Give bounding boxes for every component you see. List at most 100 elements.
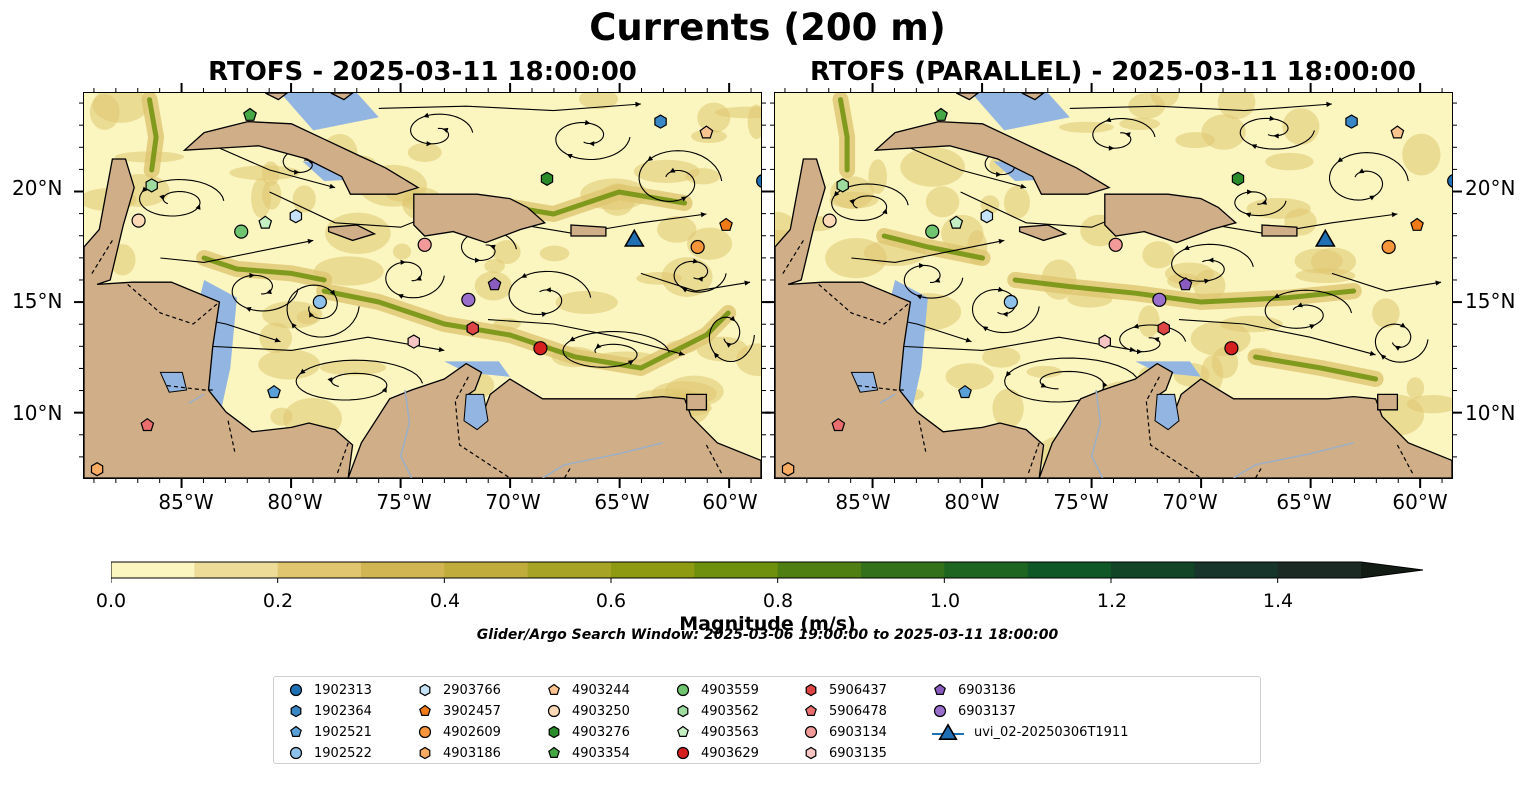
rtofs-parallel-map: [775, 93, 1452, 478]
river: [1090, 389, 1104, 478]
pentagon-marker-icon: [805, 704, 817, 716]
land-mass: [84, 158, 354, 478]
float-marker-1902364: [1345, 114, 1358, 129]
float-marker-5906478: [140, 417, 155, 432]
current-magnitude-patch: [656, 216, 697, 243]
streamline-arrow: [569, 336, 576, 342]
legend-label: 4903186: [443, 745, 501, 761]
streamline: [851, 239, 1005, 263]
lake: [463, 393, 489, 431]
colorbar-tick-4: 0.8: [762, 590, 794, 612]
streamline: [555, 122, 631, 161]
colorbar-segment: [361, 562, 445, 578]
legend-marker: [419, 704, 431, 716]
legend-marker: [290, 725, 302, 737]
float-marker-6903134: [417, 237, 432, 252]
legend-marker: [677, 725, 689, 737]
legend-item-4903629: 4903629: [675, 744, 759, 762]
legend-item-4903250: 4903250: [546, 702, 630, 720]
legend-marker: [290, 704, 302, 718]
streamline-arrow: [1400, 322, 1406, 328]
rtofs-map-panel: [83, 92, 762, 479]
legend-item-uvi_02-20250306T1911: uvi_02-20250306T1911: [932, 723, 1128, 741]
float-marker-2903766: [289, 209, 303, 224]
legend-item-6903136: 6903136: [932, 681, 1016, 699]
streamline-arrow: [294, 169, 300, 175]
circle-marker-icon: [933, 704, 947, 718]
ytick-right-10n: 10°N: [1465, 401, 1516, 425]
legend-item-1902364: 1902364: [288, 702, 372, 720]
streamline-arrow: [1269, 115, 1275, 121]
current-magnitude-patch: [1003, 185, 1031, 219]
legend-label: 4903562: [701, 703, 759, 719]
float-marker-6903136: [487, 277, 502, 291]
float-markers: [781, 107, 1452, 477]
streamline-arrow: [584, 119, 591, 126]
float-marker-4903276: [540, 171, 554, 186]
float-marker-2903766: [980, 209, 994, 224]
legend-label: 4903276: [572, 724, 630, 740]
legend-marker: [677, 704, 689, 718]
float-marker-4903250: [131, 213, 146, 228]
xtick-right-75w: 75°W: [1053, 490, 1109, 514]
float-marker-4903186: [781, 462, 795, 477]
streamline-arrow: [1133, 323, 1139, 329]
colorbar-tick-6: 1.2: [1096, 590, 1128, 612]
streamline-arrow: [1208, 257, 1214, 263]
legend-marker: [289, 746, 303, 760]
legend-label: 5906437: [829, 682, 887, 698]
legend-label: 4902609: [443, 724, 501, 740]
float-marker-4903276: [1231, 171, 1245, 186]
streamline-arrow: [916, 294, 923, 300]
current-jet-core: [147, 97, 159, 173]
legend-item-4903244: 4903244: [546, 681, 630, 699]
streamline: [160, 239, 314, 263]
float-marker-4903354: [243, 107, 257, 121]
colorbar-segment: [944, 562, 1029, 578]
float-marker-4903629: [533, 341, 548, 356]
current-jet-core: [881, 233, 985, 261]
legend-label: 6903137: [958, 703, 1016, 719]
legend-item-1902522: 1902522: [288, 744, 372, 762]
streamline-arrow: [1153, 337, 1160, 343]
river: [879, 393, 896, 404]
current-magnitude-patch: [539, 245, 570, 262]
streamline: [903, 264, 964, 299]
streamline: [1200, 213, 1398, 235]
colorbar-label: Magnitude (m/s): [679, 613, 856, 635]
current-magnitude-patch: [1142, 241, 1175, 269]
pentagon-marker-icon: [290, 725, 302, 737]
streamline-arrow: [1129, 346, 1136, 353]
legend-label: 4903559: [701, 682, 759, 698]
current-magnitude-patch: [992, 388, 1024, 429]
circle-marker-icon: [547, 704, 561, 718]
float-marker-6903137: [461, 292, 476, 307]
legend-item-4903186: 4903186: [417, 744, 501, 762]
current-magnitude-patch: [1282, 108, 1320, 145]
float-marker-4903559: [925, 224, 940, 239]
colorbar-extend-arrow: [1361, 562, 1423, 578]
streamline-arrow: [1251, 144, 1258, 149]
country-border: [857, 385, 904, 391]
left-panel-title: RTOFS - 2025-03-11 18:00:00: [208, 57, 637, 87]
legend-label: 4903250: [572, 703, 630, 719]
current-magnitude-patch: [270, 407, 293, 426]
streamline: [1328, 152, 1409, 201]
streamline: [1264, 289, 1353, 329]
float-marker-3902457: [1410, 217, 1424, 231]
hexagon-marker-icon: [805, 683, 817, 697]
current-magnitude-patch: [296, 310, 319, 325]
legend-marker: [676, 746, 690, 760]
streamline-arrow: [1369, 195, 1376, 201]
current-magnitude-patch: [697, 102, 731, 133]
streamline-arrow: [1435, 280, 1442, 286]
current-magnitude-patch: [1026, 365, 1062, 378]
float-marker-1902521: [958, 384, 972, 399]
lake: [159, 371, 188, 393]
float-marker-6903136: [1178, 277, 1193, 291]
streamline: [487, 319, 685, 356]
float-marker-1902313: [1447, 174, 1452, 188]
ytick-right-15n: 15°N: [1465, 289, 1516, 313]
streamline-arrow: [266, 289, 272, 294]
streamline-arrow: [1102, 381, 1108, 388]
